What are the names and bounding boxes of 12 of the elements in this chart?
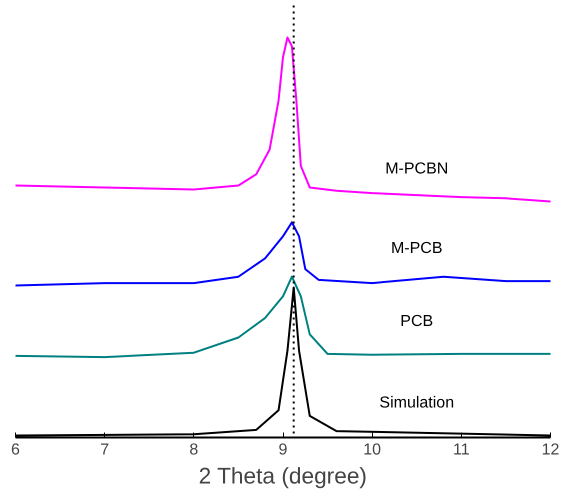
x-tick-label: 8	[189, 442, 198, 458]
x-tick-label: 7	[100, 442, 110, 458]
series-label: Simulation	[379, 394, 454, 412]
x-tick-label: 12	[542, 442, 560, 458]
x-axis-title: 2 Theta (degree)	[198, 462, 367, 488]
x-tick-label: 6	[11, 442, 20, 458]
x-tick-label: 11	[453, 442, 470, 458]
series-label: M-PCBN	[385, 160, 448, 178]
series-label: M-PCB	[390, 240, 443, 258]
x-tick-label: 10	[363, 442, 382, 458]
x-tick-label: 9	[278, 442, 288, 458]
series-label: PCB	[400, 312, 434, 330]
